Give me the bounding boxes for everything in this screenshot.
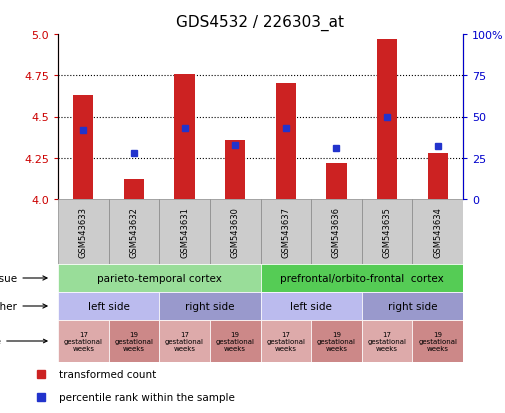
Text: prefrontal/orbito-frontal  cortex: prefrontal/orbito-frontal cortex	[280, 273, 443, 283]
Bar	[261, 292, 362, 320]
Bar	[109, 199, 159, 264]
Bar	[58, 264, 261, 292]
Text: 17
gestational
weeks: 17 gestational weeks	[165, 331, 204, 351]
Text: other: other	[0, 301, 47, 311]
Bar	[413, 199, 463, 264]
Text: GSM543631: GSM543631	[180, 206, 189, 257]
Text: 19
gestational
weeks: 19 gestational weeks	[216, 331, 255, 351]
Bar	[261, 320, 311, 362]
Text: 19
gestational
weeks: 19 gestational weeks	[317, 331, 356, 351]
Bar	[428, 153, 448, 199]
Text: 17
gestational
weeks: 17 gestational weeks	[266, 331, 306, 351]
Bar	[58, 320, 109, 362]
Text: GSM543637: GSM543637	[281, 206, 290, 257]
Text: 19
gestational
weeks: 19 gestational weeks	[418, 331, 457, 351]
Bar	[311, 320, 362, 362]
Bar	[276, 84, 296, 199]
Bar	[210, 199, 261, 264]
Text: GSM543632: GSM543632	[129, 206, 138, 257]
Bar	[326, 163, 346, 199]
Text: GSM543635: GSM543635	[383, 206, 391, 257]
Bar	[377, 40, 397, 199]
Text: development stage: development stage	[0, 337, 47, 346]
Bar	[159, 320, 210, 362]
Text: transformed count: transformed count	[59, 370, 156, 380]
Bar	[261, 199, 311, 264]
Text: right side: right side	[185, 301, 235, 311]
Text: right side: right side	[388, 301, 437, 311]
Text: 17
gestational
weeks: 17 gestational weeks	[368, 331, 407, 351]
Text: GSM543634: GSM543634	[433, 206, 442, 257]
Bar	[159, 292, 261, 320]
Title: GDS4532 / 226303_at: GDS4532 / 226303_at	[177, 14, 344, 31]
Bar	[362, 292, 463, 320]
Text: 17
gestational
weeks: 17 gestational weeks	[64, 331, 103, 351]
Text: percentile rank within the sample: percentile rank within the sample	[59, 392, 234, 402]
Bar	[261, 264, 463, 292]
Bar	[413, 320, 463, 362]
Bar	[159, 199, 210, 264]
Bar	[109, 320, 159, 362]
Text: left side: left side	[290, 301, 332, 311]
Bar	[362, 199, 413, 264]
Text: GSM543636: GSM543636	[332, 206, 341, 257]
Bar	[311, 199, 362, 264]
Text: GSM543633: GSM543633	[79, 206, 88, 257]
Text: 19
gestational
weeks: 19 gestational weeks	[115, 331, 154, 351]
Bar	[58, 292, 159, 320]
Bar	[124, 180, 144, 199]
Bar	[225, 140, 245, 199]
Bar	[73, 96, 93, 199]
Bar	[174, 74, 195, 199]
Bar	[210, 320, 261, 362]
Text: GSM543630: GSM543630	[231, 206, 240, 257]
Text: left side: left side	[88, 301, 130, 311]
Bar	[58, 199, 109, 264]
Bar	[362, 320, 413, 362]
Text: tissue: tissue	[0, 273, 47, 283]
Text: parieto-temporal cortex: parieto-temporal cortex	[97, 273, 222, 283]
